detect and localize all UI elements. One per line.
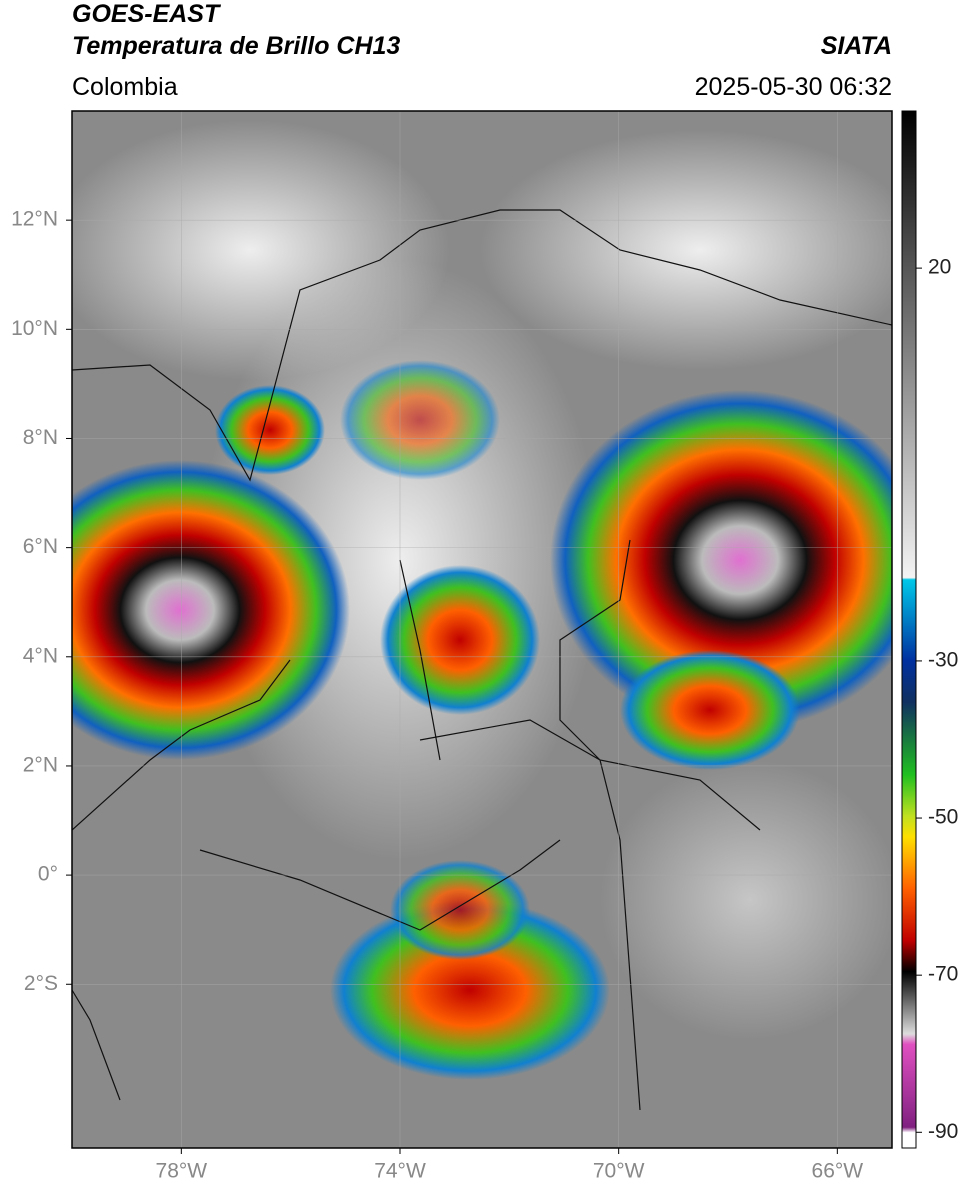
y-tick-label: 2°S xyxy=(24,972,58,995)
storm xyxy=(380,565,540,715)
colorbar-tick-label: 20 xyxy=(928,256,951,279)
cloud xyxy=(480,130,892,370)
storm xyxy=(550,390,892,730)
x-tick-label: 74°W xyxy=(374,1160,426,1183)
region: Colombia xyxy=(72,73,178,101)
colorbar-tick-label: -90 xyxy=(928,1120,958,1143)
source: SIATA xyxy=(821,32,892,60)
grid xyxy=(72,111,892,1148)
borders xyxy=(72,209,892,1111)
colorbar-tick-label: -70 xyxy=(928,963,958,986)
cloud xyxy=(600,760,892,1040)
y-tick-label: 12°N xyxy=(11,208,58,231)
y-tick-label: 4°N xyxy=(23,644,58,667)
colorbar-tick-label: -30 xyxy=(928,648,958,671)
x-tick-label: 66°W xyxy=(812,1160,864,1183)
y-tick-label: 6°N xyxy=(23,535,58,558)
storm xyxy=(620,650,800,770)
colorbar xyxy=(901,110,917,1149)
storm xyxy=(72,460,350,760)
cloud xyxy=(72,120,450,380)
timestamp: 2025-05-30 06:32 xyxy=(695,73,892,101)
y-tick-label: 0° xyxy=(38,863,58,886)
x-tick-label: 70°W xyxy=(593,1160,645,1183)
title-line1: GOES-EAST xyxy=(72,0,222,28)
storm xyxy=(215,385,325,475)
map-frame xyxy=(71,110,893,1149)
colorbar-tick-label: -50 xyxy=(928,806,958,829)
satellite-image xyxy=(72,111,892,1148)
storm xyxy=(340,360,500,480)
x-tick-label: 78°W xyxy=(156,1160,208,1183)
y-tick-label: 10°N xyxy=(11,317,58,340)
title-line2: Temperatura de Brillo CH13 xyxy=(72,32,400,60)
y-tick-label: 2°N xyxy=(23,753,58,776)
y-tick-label: 8°N xyxy=(23,426,58,449)
